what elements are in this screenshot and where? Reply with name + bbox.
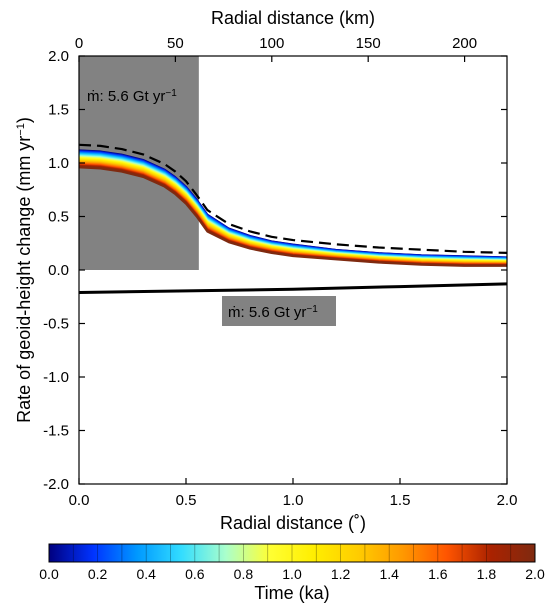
reference-lines-layer [78,143,508,294]
colorbar-tick-label: 0.6 [185,566,205,582]
y-axis-title-main: Rate of geoid-height change (mm yr [14,136,34,423]
time-curve [78,166,507,267]
x-tick-label: 1.5 [390,492,411,509]
y-axis-title: Rate of geoid-height change (mm yr−1) [14,117,34,423]
y-axis-title-sup: −1 [15,123,27,136]
colorbar-tick-label: 0.8 [234,566,254,582]
y-tick-label: -1.5 [43,423,69,440]
colorbar-tick-label: 1.8 [477,566,497,582]
time-series-layer [78,149,508,267]
colorbar-tick-label: 0.2 [88,566,108,582]
top-x-tick-label: 0 [75,35,83,52]
top-x-axis-title: Radial distance (km) [211,8,375,28]
dashed-reference-curve [78,143,508,254]
x-tick-label: 0.5 [176,492,197,509]
top-x-tick-label: 50 [167,35,184,52]
y-tick-label: 1.0 [48,155,69,172]
x-tick-label: 2.0 [497,492,518,509]
y-tick-label: 2.0 [48,48,69,65]
colorbar-ramp [48,543,536,563]
y-tick-label: 1.5 [48,102,69,119]
x-tick-label: 0.0 [69,492,90,509]
annotation-top-text: ṁ: 5.6 Gt yr−1 [87,88,177,106]
colorbar-tick-label: 1.0 [282,566,302,582]
x-tick-label: 1.0 [283,492,304,509]
y-tick-label: -2.0 [43,476,69,493]
axes-layer: 0.0 0.5 1.0 1.5 2.0 0 50 100 150 200 -2.0 -1.5 -1.0 -… [43,35,517,509]
annotation-bottom-box [222,296,336,326]
colorbar: 0.0 0.2 0.4 0.6 0.8 1.0 1.2 1.4 1.6 1.8 2.0 [39,543,545,582]
y-axis-title-end: ) [14,117,34,123]
y-tick-label: -0.5 [43,316,69,333]
colorbar-tick-label: 0.0 [39,566,59,582]
x-axis-title: Radial distance (˚) [220,513,366,533]
colorbar-tick-label: 0.4 [136,566,156,582]
y-tick-label: 0.5 [48,209,69,226]
colorbar-tick-label: 2.0 [525,566,545,582]
colorbar-tick-label: 1.2 [331,566,351,582]
top-x-tick-label: 150 [356,35,381,52]
top-x-tick-label: 100 [259,35,284,52]
negative-curve [78,282,508,294]
colorbar-tick-label: 1.4 [379,566,399,582]
y-tick-label: 0.0 [48,262,69,279]
top-x-tick-label: 200 [452,35,477,52]
colorbar-tick-label: 1.6 [428,566,448,582]
y-tick-label: -1.0 [43,369,69,386]
colorbar-title: Time (ka) [254,583,329,603]
annotation-layer: ṁ: 5.6 Gt yr−1 ṁ: 5.6 Gt yr−1 [87,88,336,326]
annotation-bottom-text: ṁ: 5.6 Gt yr−1 [228,304,318,322]
